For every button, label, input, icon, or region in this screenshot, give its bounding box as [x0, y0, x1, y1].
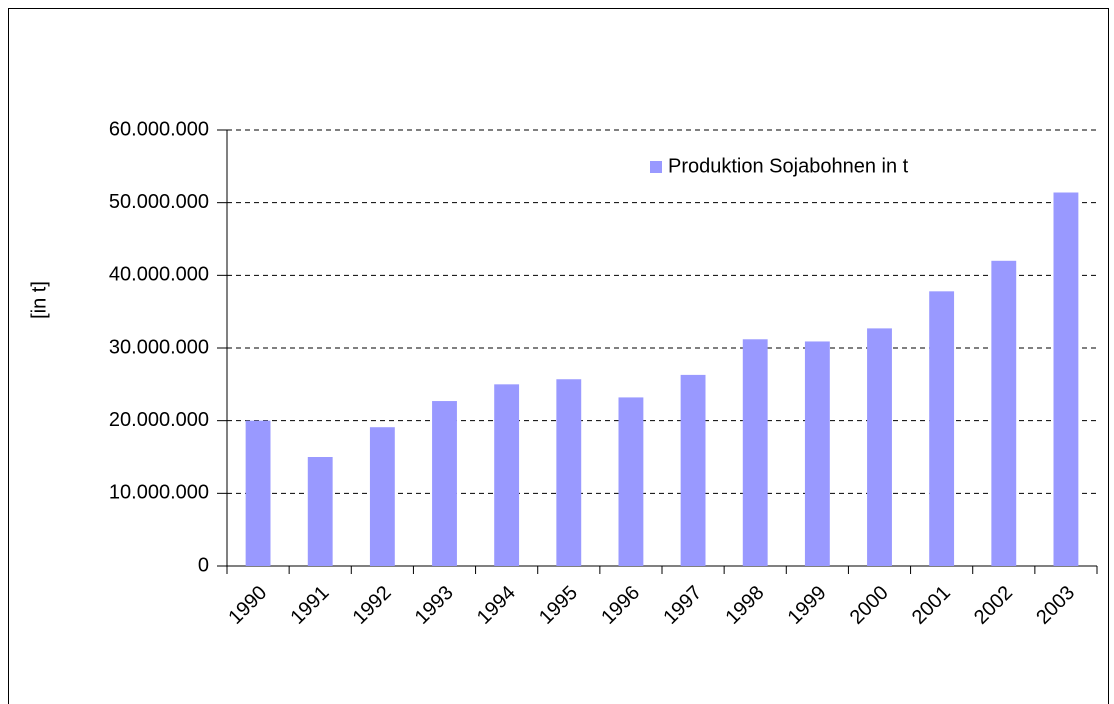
y-tick-label: 0: [198, 554, 209, 576]
bar: [991, 260, 1017, 566]
bar: [804, 341, 830, 566]
bar: [680, 374, 706, 566]
bar: [867, 328, 892, 566]
bar: [245, 420, 271, 566]
legend-label: Produktion Sojabohnen in t: [668, 155, 909, 177]
bar: [307, 457, 333, 566]
bar: [494, 384, 520, 566]
bar: [742, 339, 768, 566]
y-tick-label: 10.000.000: [109, 482, 209, 504]
y-tick-label: 30.000.000: [109, 336, 209, 358]
bar: [556, 379, 582, 566]
y-tick-label: 60.000.000: [109, 118, 209, 140]
bar: [1053, 192, 1079, 566]
bar: [432, 401, 457, 566]
bar: [929, 291, 955, 566]
y-axis-label: [in t]: [28, 281, 50, 319]
legend-swatch: [650, 161, 662, 173]
chart-frame: [8, 8, 1109, 704]
bar: [369, 427, 395, 566]
y-tick-label: 50.000.000: [109, 191, 209, 213]
bar: [618, 397, 644, 566]
y-tick-label: 40.000.000: [109, 264, 209, 286]
y-tick-label: 20.000.000: [109, 409, 209, 431]
